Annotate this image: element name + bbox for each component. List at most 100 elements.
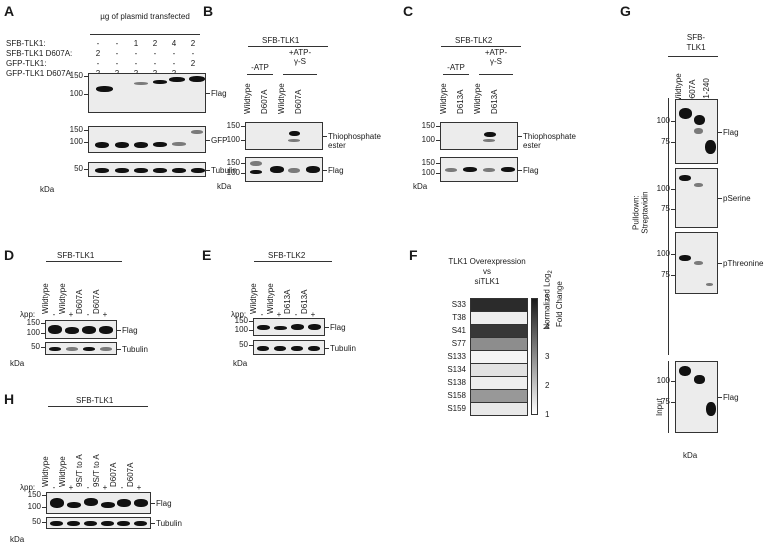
condition-value: 2 [152,39,158,48]
band [694,375,705,384]
colorbar-label-2: Fold Change [555,281,564,327]
band [706,402,716,416]
condition-value: - [153,49,157,58]
band [172,168,186,173]
blot-tubulin [46,517,151,529]
lane-label: Wildtype [249,283,258,314]
colorbar-label-sub: 2 [548,270,554,274]
band [101,521,114,526]
band [134,142,148,148]
panel-d-construct: SFB-TLK1 [57,251,95,260]
condition-value: - [115,39,119,48]
band [250,170,262,174]
lambda-pp-value: - [86,310,90,319]
band [484,132,496,137]
lane-label: Wildtype [58,283,67,314]
mw-tick-label: 100 [656,249,670,258]
lambda-pp-value: + [136,483,142,492]
blot-name-mark [718,263,722,264]
group-line [247,74,273,75]
lambda-pp-value: - [52,483,56,492]
band [679,175,691,181]
band [67,502,81,508]
lane-label: Wildtype [277,83,286,114]
band [705,140,716,154]
band [679,108,692,119]
blot-gfp [88,126,206,153]
blot-flag [440,157,518,182]
lambda-pp-value: + [276,310,282,319]
lane-label: 9S/T to A [75,454,84,487]
mw-tick-mark [671,254,675,255]
band [308,346,320,351]
lane-label: 9S/T to A [92,454,101,487]
condition-value: - [134,59,138,68]
lane-label: D607A [294,89,303,114]
condition-label: GFP-TLK1: [6,59,47,68]
blot-name: Thiophosphate ester [328,132,381,151]
band [308,324,321,330]
condition-value: - [115,59,119,68]
heatmap-row-label: S77 [451,339,466,348]
mw-tick-label: 150 [421,121,435,130]
panel-a-kda: kDa [40,185,55,194]
blot-name: Flag [523,165,539,175]
panel-label-e: E [202,247,212,263]
mw-tick-label: 150 [26,318,40,327]
heatmap-cell [470,311,528,325]
heatmap-cell [470,350,528,364]
condition-value: - [172,59,176,68]
mw-tick-label: 100 [656,376,670,385]
band [84,498,98,506]
band [191,130,203,134]
mw-tick-mark [84,130,88,131]
colorbar-tick-label: 3 [545,351,550,361]
mw-tick-mark [42,507,46,508]
condition-label: GFP-TLK1 D607A: [6,69,74,78]
band [153,168,167,173]
panel-label-f: F [409,247,418,263]
band [288,168,300,173]
mw-tick-label: 100 [26,328,40,337]
lane-label: Wildtype [41,283,50,314]
heatmap-row-label: S41 [451,326,466,335]
panel-label-d: D [4,247,15,263]
band [306,166,320,173]
band [679,366,691,376]
panel-b-construct-line [248,46,328,47]
colorbar-tick-label: 2 [545,380,550,390]
mw-tick-mark [84,76,88,77]
mw-tick-mark [249,345,253,346]
band [257,325,270,330]
blot-name-mark [325,347,329,349]
condition-label: SFB-TLK1 D607A: [6,49,73,58]
panel-d-construct-line [46,261,122,262]
condition-value: - [153,59,157,68]
band [694,115,705,125]
band [463,167,477,172]
lambda-pp-value: - [294,310,298,319]
panel-g-construct: SFB- TLK1 [686,33,706,52]
mw-tick-mark [41,323,45,324]
band [274,326,287,330]
blot-name: Flag [723,127,739,137]
band [134,82,148,85]
mw-tick-mark [671,275,675,276]
band [483,139,495,142]
band [169,77,185,82]
blot-name-mark [323,136,327,137]
mw-tick-mark [436,173,440,174]
blot-name: pThreonine [723,259,764,268]
blot-flag [45,320,117,339]
lambda-pp-value: - [120,483,124,492]
mw-tick-label: 75 [661,270,670,279]
panel-b-kda: kDa [217,182,232,191]
lane-label: D607A [75,289,84,314]
condition-label: SFB-TLK1: [6,39,46,48]
panel-c-construct: SFB-TLK2 [455,36,493,45]
lane-label: Wildtype [266,283,275,314]
mw-tick-mark [671,381,675,382]
condition-value: - [96,59,100,68]
heatmap-row-label: S159 [447,404,466,413]
mw-tick-mark [84,142,88,143]
